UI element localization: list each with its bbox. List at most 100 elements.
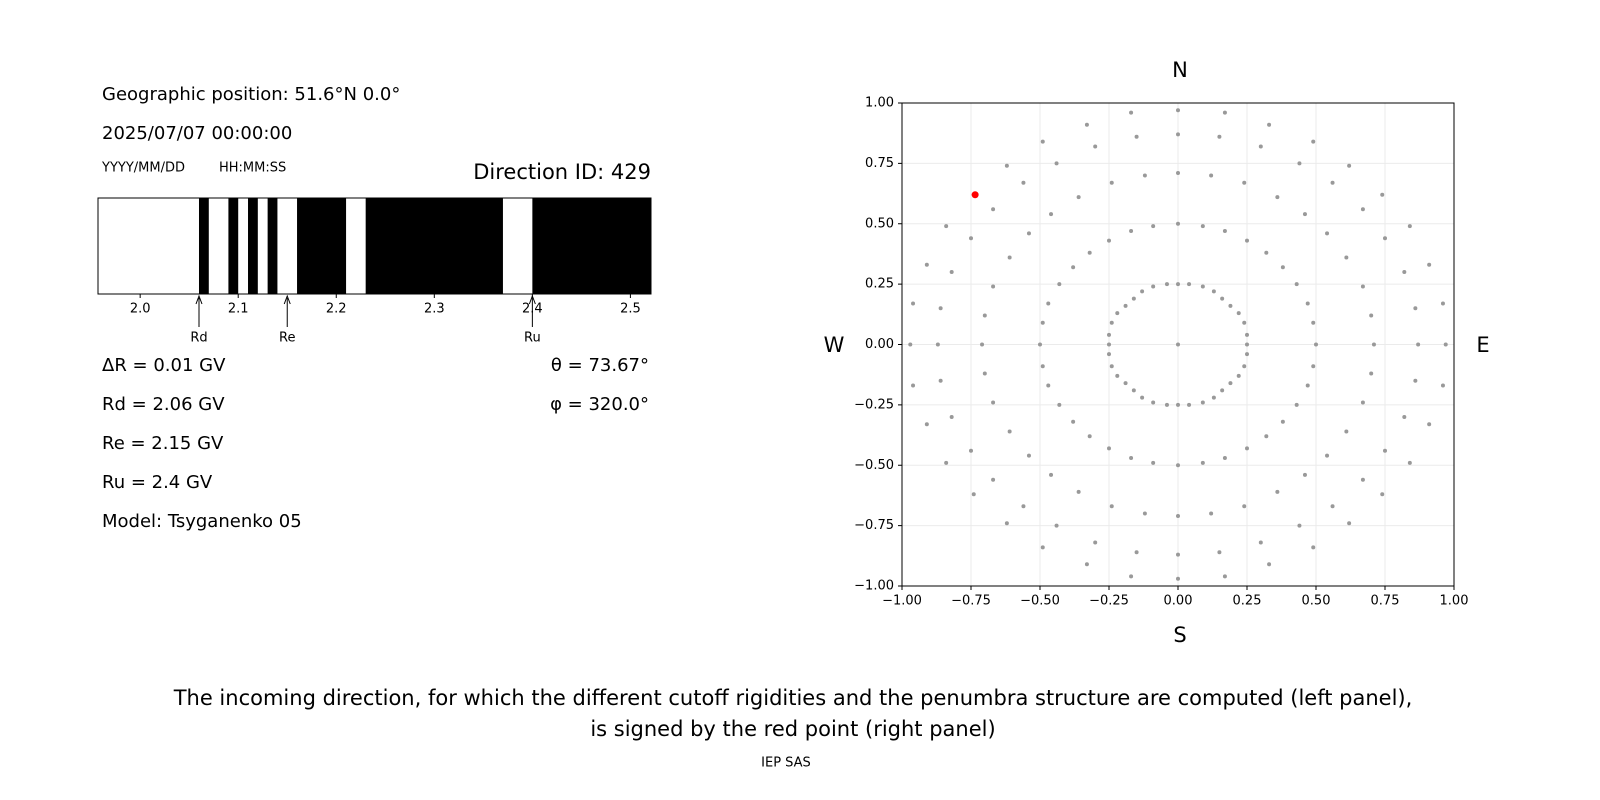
y-tick-label: 0.25 (865, 277, 894, 292)
direction-point (1360, 477, 1365, 482)
direction-point (1347, 521, 1352, 526)
direction-point (949, 414, 954, 419)
direction-point (1242, 320, 1247, 325)
y-tick-label: −1.00 (854, 579, 894, 594)
direction-point (1007, 255, 1012, 260)
direction-point (1176, 576, 1180, 581)
direction-point (1228, 303, 1233, 308)
x-tick-label: 2.2 (326, 302, 347, 317)
x-tick-label: −0.50 (1020, 594, 1060, 609)
direction-point (969, 236, 973, 241)
direction-point (991, 477, 996, 482)
x-tick-label: 1.00 (1440, 594, 1469, 609)
direction-point (1220, 296, 1225, 301)
direction-point (982, 371, 987, 376)
direction-point (1134, 550, 1139, 555)
direction-point (1311, 320, 1316, 325)
direction-point (1071, 265, 1076, 270)
direction-point (1026, 231, 1031, 236)
direction-point (938, 378, 943, 383)
direction-point (1280, 419, 1285, 424)
direction-point (1325, 231, 1330, 236)
direction-point (1129, 574, 1134, 579)
direction-point (1440, 301, 1445, 306)
direction-point (1076, 489, 1081, 494)
direction-point (1046, 301, 1051, 306)
direction-point (1107, 238, 1111, 243)
direction-point (1305, 383, 1310, 388)
direction-point (1360, 284, 1365, 289)
direction-point (1267, 562, 1272, 567)
direction-point (1416, 342, 1421, 347)
direction-point (1129, 456, 1134, 461)
direction-point (1236, 311, 1241, 316)
direction-point (1360, 400, 1365, 405)
x-tick-label: −0.75 (951, 594, 991, 609)
datetime: 2025/07/07 00:00:00 (102, 123, 292, 144)
direction-point (1054, 523, 1059, 528)
direction-point (1369, 371, 1374, 376)
rd: Rd = 2.06 GV (102, 394, 225, 415)
direction-point (1297, 161, 1302, 166)
x-tick-label: −1.00 (882, 594, 922, 609)
y-tick-label: −0.75 (854, 518, 894, 533)
position: Geographic position: 51.6°N 0.0° (102, 84, 400, 105)
direction-point (1245, 342, 1249, 347)
direction-point (1311, 545, 1316, 550)
direction-point (1209, 511, 1214, 516)
direction-point (1187, 282, 1192, 287)
direction-point (1151, 460, 1156, 465)
direction-point (1369, 313, 1374, 318)
direction-point (1176, 221, 1180, 226)
direction-point (1413, 306, 1418, 311)
direction-point (1176, 342, 1180, 347)
x-tick-label: 2.0 (130, 302, 151, 317)
direction-point (1040, 139, 1045, 144)
x-tick-label: 0.00 (1164, 594, 1193, 609)
direction-point (1040, 364, 1045, 369)
direction-point (1305, 301, 1310, 306)
direction-point (1049, 472, 1054, 477)
direction-id: Direction ID: 429 (473, 160, 651, 184)
caption: The incoming direction, for which the di… (173, 686, 1413, 710)
direction-point (1176, 513, 1180, 518)
direction-point (1209, 173, 1214, 178)
arrow-head (528, 294, 536, 305)
ru: Ru = 2.4 GV (102, 472, 213, 493)
direction-point (1134, 134, 1139, 139)
direction-point (1176, 108, 1180, 113)
direction-point (1176, 463, 1180, 468)
arrow-head (283, 294, 291, 305)
footer: IEP SAS (761, 756, 811, 771)
plot-frame (901, 102, 1455, 587)
caption: is signed by the red point (right panel) (590, 717, 995, 741)
direction-point (1093, 144, 1098, 149)
direction-point (1402, 270, 1407, 275)
direction-point (1402, 414, 1407, 419)
direction-point (1164, 402, 1169, 407)
y-tick-label: −0.25 (854, 397, 894, 412)
direction-point (1109, 320, 1114, 325)
y-tick-label: 1.00 (865, 96, 894, 111)
direction-point (1049, 212, 1054, 217)
direction-point (1123, 303, 1128, 308)
direction-point (935, 342, 940, 347)
direction-point (924, 422, 929, 427)
direction-point (1314, 342, 1318, 347)
bar-frame (97, 197, 652, 295)
direction-point (1220, 388, 1225, 393)
direction-point (1264, 250, 1269, 255)
direction-point (1245, 238, 1249, 243)
direction-point (1187, 402, 1192, 407)
model: Model: Tsyganenko 05 (102, 511, 302, 532)
direction-point (1107, 446, 1111, 451)
direction-point (1443, 342, 1448, 347)
direction-point (1211, 289, 1216, 294)
direction-point (1427, 262, 1432, 267)
x-tick-label: 0.25 (1233, 594, 1262, 609)
date-format: YYYY/MM/DD (101, 161, 185, 176)
direction-point (982, 313, 987, 318)
re: Re = 2.15 GV (102, 433, 224, 454)
north: N (1172, 58, 1188, 82)
direction-point (1131, 296, 1136, 301)
